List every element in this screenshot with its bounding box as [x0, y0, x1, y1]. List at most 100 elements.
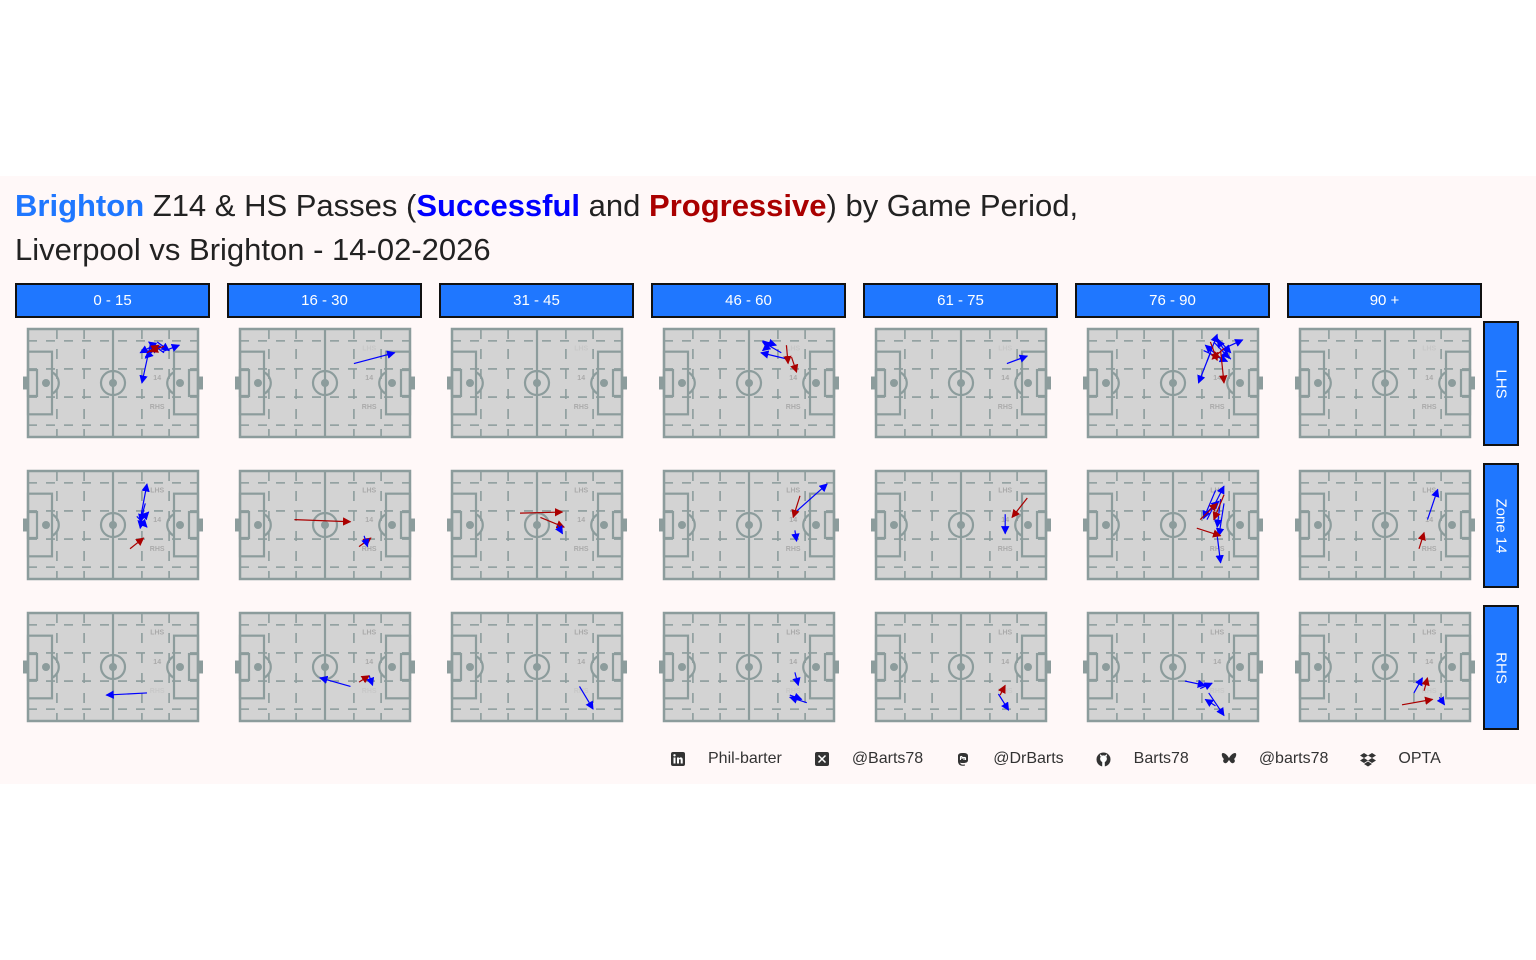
zone-label: RHS — [1422, 404, 1437, 411]
penalty-arc — [1226, 513, 1235, 537]
penalty-arc — [51, 513, 60, 537]
penalty-arc — [378, 513, 387, 537]
goal — [235, 518, 240, 532]
figure-panel: Brighton Z14 & HS Passes (Successful and… — [0, 176, 1536, 784]
pass-arrow — [1426, 488, 1440, 520]
penalty-spot — [812, 663, 820, 671]
goal — [834, 660, 839, 674]
pass-arrow — [149, 344, 165, 353]
zone-label: 14 — [1213, 659, 1221, 666]
penalty-arc — [378, 655, 387, 679]
centre-circle — [311, 511, 339, 539]
penalty-spot — [42, 521, 50, 529]
penalty-spot — [600, 521, 608, 529]
zone-label: LHS — [574, 488, 588, 495]
centre-circle — [311, 369, 339, 397]
column-strip-4: 61 - 75 — [863, 283, 1058, 318]
centre-circle — [1159, 369, 1187, 397]
mastodon-icon[interactable] — [955, 751, 971, 767]
centre-spot — [745, 521, 753, 529]
penalty-arc — [1323, 513, 1332, 537]
pass-arrow — [1197, 352, 1211, 384]
column-strip-0: 0 - 15 — [15, 283, 210, 318]
penalty-arc — [687, 513, 696, 537]
penalty-arc — [1438, 513, 1447, 537]
centre-circle — [523, 653, 551, 681]
centre-spot — [1169, 663, 1177, 671]
centre-circle — [735, 511, 763, 539]
penalty-spot — [1236, 379, 1244, 387]
zone-label: 14 — [577, 375, 585, 382]
centre-spot — [321, 521, 329, 529]
penalty-spot — [1102, 521, 1110, 529]
goal — [1046, 660, 1051, 674]
column-strip-2: 31 - 45 — [439, 283, 634, 318]
goal — [1470, 376, 1475, 390]
linkedin-icon[interactable] — [670, 751, 686, 767]
centre-spot — [109, 521, 117, 529]
penalty-spot — [176, 379, 184, 387]
goal — [410, 376, 415, 390]
pass-arrow — [997, 693, 1010, 711]
zone-label: LHS — [362, 488, 376, 495]
goal — [447, 518, 452, 532]
zone-label: 14 — [577, 517, 585, 524]
x-twitter-icon[interactable] — [814, 751, 830, 767]
centre-spot — [1381, 663, 1389, 671]
penalty-arc — [51, 655, 60, 679]
zone-label: RHS — [1210, 404, 1225, 411]
zone-label: LHS — [574, 630, 588, 637]
goal — [198, 376, 203, 390]
penalty-arc — [166, 513, 175, 537]
pass-arrow — [791, 530, 800, 543]
penalty-arc — [263, 655, 272, 679]
credit-text: Phil-barter — [708, 750, 782, 767]
zone-label: 14 — [1425, 659, 1433, 666]
centre-circle — [947, 369, 975, 397]
penalty-arc — [1323, 371, 1332, 395]
pass-arrow — [366, 675, 375, 687]
pass-arrow — [139, 343, 151, 384]
centre-spot — [321, 663, 329, 671]
pass-arrow — [1199, 682, 1213, 691]
zone-label: LHS — [362, 346, 376, 353]
github-icon[interactable] — [1096, 751, 1112, 767]
centre-spot — [109, 663, 117, 671]
goal — [834, 518, 839, 532]
goal — [659, 376, 664, 390]
zone-label: RHS — [786, 404, 801, 411]
pass-arrow — [578, 686, 594, 710]
zone-label: LHS — [1210, 346, 1224, 353]
column-strip-5: 76 - 90 — [1075, 283, 1270, 318]
penalty-arc — [1438, 371, 1447, 395]
penalty-spot — [254, 663, 262, 671]
bluesky-icon[interactable] — [1221, 751, 1237, 767]
pass-arrow — [1219, 350, 1228, 384]
centre-spot — [1381, 379, 1389, 387]
chart-title: Brighton Z14 & HS Passes (Successful and… — [15, 184, 1078, 272]
pass-arrow — [555, 524, 564, 535]
centre-circle — [1159, 653, 1187, 681]
centre-circle — [1159, 511, 1187, 539]
centre-spot — [745, 663, 753, 671]
goal — [1295, 376, 1300, 390]
title-successful: Successful — [416, 188, 581, 223]
penalty-spot — [600, 379, 608, 387]
zone-label: LHS — [1210, 630, 1224, 637]
zone-label: RHS — [362, 404, 377, 411]
penalty-arc — [899, 513, 908, 537]
dropbox-icon[interactable] — [1360, 751, 1377, 767]
penalty-arc — [802, 513, 811, 537]
zone-label: RHS — [786, 546, 801, 553]
penalty-spot — [1024, 663, 1032, 671]
penalty-spot — [600, 663, 608, 671]
penalty-arc — [590, 513, 599, 537]
